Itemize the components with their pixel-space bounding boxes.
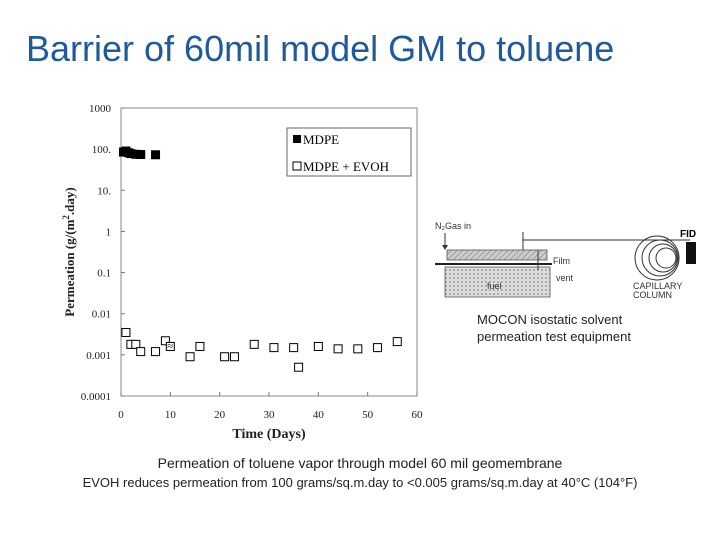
data-point: [229, 352, 239, 362]
y-tick-label: 100.: [92, 144, 112, 156]
y-tick-label: 1: [106, 226, 112, 238]
data-point: [249, 339, 259, 349]
mocon-caption-line1: MOCON isostatic solvent: [477, 312, 623, 327]
legend-label-mdpe-evoh: MDPE + EVOH: [303, 159, 389, 174]
data-point: [151, 150, 161, 160]
data-point: [392, 337, 402, 347]
film-label: Film: [553, 256, 570, 266]
data-point: [195, 341, 205, 351]
data-point: [220, 352, 230, 362]
data-point: [165, 341, 175, 351]
y-tick-label: 0.001: [86, 350, 111, 362]
legend-box: [286, 127, 412, 177]
data-point: [294, 362, 304, 372]
capillary-column-coil: [634, 235, 680, 281]
series-mdpe: [118, 146, 161, 160]
chart-caption: Permeation of toluene vapor through mode…: [157, 455, 563, 471]
chart-legend: MDPE MDPE + EVOH: [286, 127, 412, 177]
data-point: [353, 344, 363, 354]
x-tick-label: 20: [214, 409, 226, 421]
slide-title: Barrier of 60mil model GM to toluene: [26, 28, 615, 69]
column-label-line1: CAPILLARY: [633, 281, 682, 291]
fuel-cup: [444, 266, 551, 298]
chart-subcaption: EVOH reduces permeation from 100 grams/s…: [82, 475, 638, 490]
chart-annotation: ≈: [167, 340, 173, 352]
y-axis-title-superscript: 2: [61, 215, 71, 220]
x-tick-label: 30: [264, 409, 276, 421]
data-point: [289, 343, 299, 353]
data-point: [121, 327, 131, 337]
data-point: [333, 344, 343, 354]
column-label-line2: COLUMN: [633, 290, 672, 300]
gas-in-label: N₂Gas in: [435, 221, 471, 231]
vent-label: vent: [556, 273, 574, 283]
y-tick-label: 0.01: [92, 309, 111, 321]
y-axis-title-group: Permeation (g/(m2.day): [61, 187, 77, 316]
data-point: [269, 343, 279, 353]
series-mdpe-evoh: [121, 327, 402, 372]
fid-detector: [686, 242, 696, 264]
y-tick-label: 1000: [89, 103, 112, 115]
data-point: [136, 347, 146, 357]
series-layer: ≈: [118, 146, 402, 372]
x-tick-label: 10: [165, 409, 177, 421]
y-axis-title-main: Permeation (g/(m: [62, 219, 77, 316]
data-point: [131, 339, 141, 349]
fuel-label: fuel: [487, 281, 502, 291]
data-point: [313, 341, 323, 351]
data-point: [136, 150, 146, 160]
data-point: [373, 343, 383, 353]
y-tick-label: 0.0001: [81, 391, 111, 403]
legend-label-mdpe: MDPE: [303, 132, 339, 147]
y-tick-label: 10.: [97, 185, 111, 197]
data-point: [185, 352, 195, 362]
y-axis-title-end: .day): [62, 187, 77, 215]
x-axis-title: Time (Days): [232, 427, 306, 442]
mocon-caption: MOCON isostatic solvent permeation test …: [477, 311, 631, 345]
x-axis-ticks: 0 10 20 30 40 50 60: [118, 392, 423, 421]
fid-label: FID: [680, 229, 696, 240]
gas-in-arrowhead: [442, 245, 448, 250]
legend-marker-mdpe-evoh: [292, 161, 302, 171]
x-tick-label: 50: [362, 409, 374, 421]
upper-chamber: [446, 249, 548, 261]
x-tick-label: 40: [313, 409, 325, 421]
y-axis-ticks: 0.0001 0.001 0.01 0.1 1 10. 100. 1000: [81, 103, 125, 403]
x-tick-label: 60: [412, 409, 424, 421]
y-axis-title: Permeation (g/(m2.day): [61, 187, 77, 316]
data-point: [151, 347, 161, 357]
legend-marker-mdpe: [293, 135, 301, 143]
y-tick-label: 0.1: [97, 268, 111, 280]
data-point: [160, 336, 170, 346]
x-tick-label: 0: [118, 409, 124, 421]
mocon-caption-line2: permeation test equipment: [477, 329, 631, 344]
mocon-schematic: N₂Gas in Film vent fuel FID CAPILLARY CO…: [435, 221, 696, 300]
